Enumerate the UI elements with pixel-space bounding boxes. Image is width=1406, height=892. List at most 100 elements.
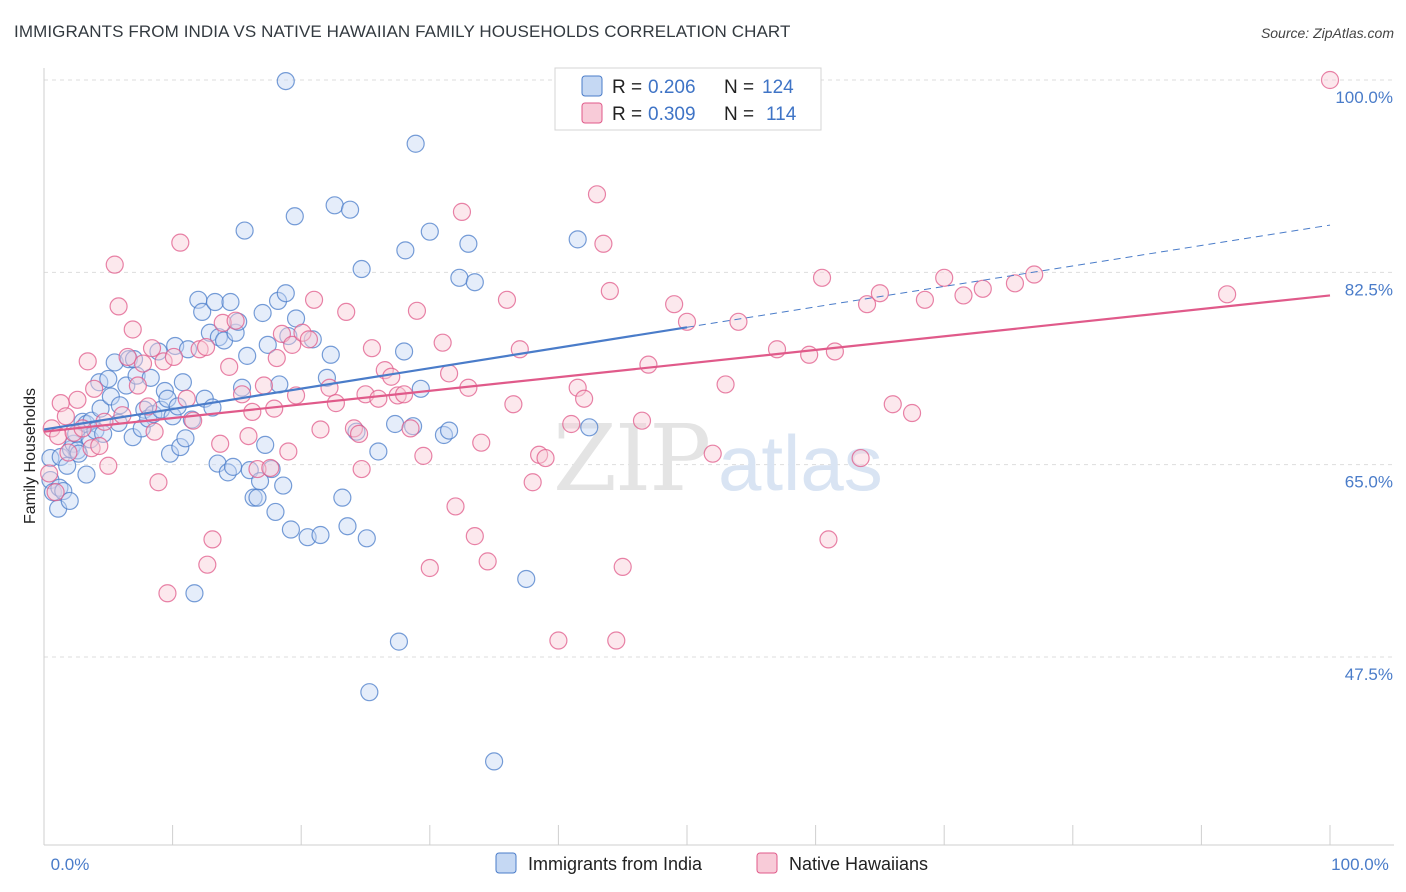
- hawaiian-point: [46, 483, 65, 502]
- hawaiian-point: [632, 411, 652, 430]
- hawaiian-point: [283, 335, 302, 354]
- legend-n-value-india: 124: [762, 77, 794, 98]
- legend-swatch-india: [581, 75, 603, 97]
- hawaiian-point: [142, 339, 162, 358]
- watermark-atlas: atlas: [718, 419, 883, 507]
- india-point: [253, 303, 272, 323]
- hawaiian-point: [851, 448, 870, 468]
- hawaiian-point: [105, 255, 124, 274]
- x-tick-label-max: 100.0%: [1331, 855, 1389, 874]
- hawaiian-point: [149, 473, 168, 492]
- india-point: [248, 488, 267, 507]
- legend-r-label-hawaiian: R =: [612, 104, 642, 125]
- trend-lines: [43, 224, 1331, 433]
- hawaiian-point: [536, 448, 555, 468]
- hawaiian-point: [639, 355, 658, 374]
- hawaiian-point: [154, 352, 173, 371]
- hawaiian-point: [439, 364, 459, 383]
- india-point: [276, 284, 295, 303]
- legend-r-label-india: R =: [612, 77, 642, 98]
- india-point: [403, 417, 423, 436]
- bottom-legend-label-india: Immigrants from India: [528, 854, 703, 874]
- hawaiian-point: [118, 347, 137, 367]
- india-point: [389, 632, 409, 651]
- hawaiian-point: [665, 295, 684, 314]
- india-point: [262, 459, 281, 479]
- hawaiian-trend-line: [43, 294, 1331, 433]
- india-point: [276, 71, 295, 91]
- x-tick-label-min: 0.0%: [51, 855, 90, 874]
- india-point: [338, 517, 357, 536]
- hawaiian-point: [203, 530, 222, 549]
- india-point: [173, 373, 192, 392]
- india-point: [77, 465, 96, 484]
- hawaiian-point: [133, 354, 153, 373]
- hawaiian-point: [68, 390, 87, 409]
- hawaiian-point: [1218, 285, 1237, 304]
- india-point: [321, 345, 340, 364]
- india-point: [568, 230, 587, 249]
- india-point: [347, 422, 366, 441]
- hawaiian-point: [299, 330, 319, 349]
- india-point: [406, 134, 425, 153]
- india-point: [274, 476, 293, 495]
- hawaiian-point: [607, 631, 626, 650]
- hawaiian-point: [401, 419, 420, 438]
- hawaiian-point: [261, 458, 280, 478]
- y-tick-labels: 47.5% 65.0% 82.5% 100.0%: [1335, 88, 1393, 684]
- india-point: [54, 481, 73, 501]
- hawaiian-point: [232, 385, 252, 404]
- x-tick-marks: [172, 825, 1331, 845]
- india-point: [340, 200, 360, 219]
- hawaiian-point: [420, 558, 439, 578]
- india-point: [160, 444, 180, 463]
- hawaiian-point: [382, 367, 401, 386]
- hawaiian-point: [267, 348, 286, 368]
- india-point: [268, 291, 288, 311]
- hawaiian-point: [326, 394, 346, 413]
- india-point: [258, 335, 277, 354]
- hawaiian-point: [128, 376, 147, 395]
- hawaiian-point: [414, 446, 433, 465]
- india-point: [385, 414, 405, 434]
- india-point: [256, 435, 275, 454]
- y-axis-label: Family Households: [22, 388, 39, 524]
- hawaiian-point: [549, 631, 568, 650]
- india-point: [450, 268, 469, 287]
- india-point: [420, 222, 439, 241]
- hawaiian-point: [812, 268, 832, 287]
- india-point: [311, 525, 330, 545]
- hawaiian-point: [109, 297, 128, 316]
- india-point: [357, 529, 376, 548]
- india-trend-extension: [686, 224, 1331, 328]
- india-point: [185, 584, 204, 603]
- hawaiian-point: [594, 234, 613, 253]
- y-tick-label: 82.5%: [1345, 280, 1393, 299]
- hawaiian-point: [568, 378, 587, 397]
- legend-r-value-india: 0.206: [648, 77, 696, 98]
- india-point: [459, 234, 478, 253]
- hawaiian-point: [311, 420, 330, 439]
- hawaiian-point: [1025, 265, 1044, 284]
- hawaiian-point: [59, 443, 78, 462]
- legend-swatch-hawaiian: [581, 102, 603, 124]
- hawaiian-point: [78, 352, 97, 371]
- hawaiian-point: [478, 552, 497, 571]
- india-point: [205, 292, 225, 312]
- hawaiian-point: [703, 444, 722, 463]
- hawaiian-point: [902, 403, 922, 423]
- axes: [43, 68, 1394, 846]
- hawaiian-point: [198, 555, 217, 574]
- legend-n-value-hawaiian: 114: [766, 104, 797, 125]
- hawaiian-point: [883, 395, 902, 414]
- india-point: [176, 429, 195, 448]
- india-point: [303, 330, 322, 349]
- india-point: [223, 457, 243, 476]
- hawaiian-point: [352, 459, 371, 479]
- india-point: [238, 346, 257, 365]
- hawaiian-point: [90, 436, 109, 456]
- hawaiian-point: [587, 185, 607, 204]
- series-hawaiian-points: [40, 70, 1340, 650]
- india-point: [394, 342, 414, 361]
